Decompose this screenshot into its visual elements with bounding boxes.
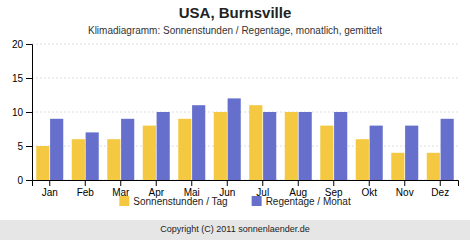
grid-line [32, 112, 458, 113]
annotation-strip [0, 220, 470, 240]
x-tick-mark [298, 180, 299, 186]
bar [285, 112, 298, 180]
y-tick: 15 [12, 73, 32, 84]
x-tick-mark [440, 180, 441, 186]
y-tick-mark [26, 78, 32, 79]
bar [441, 119, 454, 180]
y-tick-label: 0 [17, 175, 23, 186]
bars [36, 98, 454, 180]
bar [334, 112, 347, 180]
bar [143, 126, 156, 180]
x-tick-label: Dez [431, 187, 449, 198]
bar [36, 146, 49, 180]
legend-swatch [252, 196, 262, 206]
y-tick-label: 5 [17, 141, 23, 152]
y-tick-mark [26, 146, 32, 147]
grid-line [32, 44, 458, 45]
bar [249, 105, 262, 180]
y-axis: 0 5 10 15 20 [12, 39, 33, 186]
bar-series [50, 98, 454, 180]
x-tick: Feb [77, 180, 95, 198]
subtitle: Klimadiagramm: Sonnenstunden / Regentage… [88, 25, 382, 36]
bar [370, 126, 383, 180]
bar [72, 139, 85, 180]
x-tick-mark [333, 180, 334, 186]
x-tick-mark [49, 180, 50, 186]
bar [263, 112, 276, 180]
chart-svg: USA, Burnsville Klimadiagramm: Sonnenstun… [0, 0, 470, 240]
legend-label: Regentage / Monat [266, 196, 351, 207]
chart-container: USA, Burnsville Klimadiagramm: Sonnenstun… [0, 0, 470, 240]
bar [356, 139, 369, 180]
bar [192, 105, 205, 180]
x-tick-label: Okt [361, 187, 377, 198]
x-tick: Mar [112, 180, 130, 198]
y-tick: 20 [12, 39, 32, 50]
grid-line [32, 78, 458, 79]
x-tick-label: Nov [396, 187, 414, 198]
bar [427, 153, 440, 180]
bar [299, 112, 312, 180]
bar [50, 119, 63, 180]
x-tick: Jan [42, 180, 58, 198]
x-tick-label: Jan [42, 187, 58, 198]
bar [86, 132, 99, 180]
legend: Sonnenstunden / Tag Regentage / Monat [119, 196, 351, 207]
y-tick-label: 15 [12, 73, 24, 84]
y-tick-mark [26, 180, 32, 181]
bar [405, 126, 418, 180]
x-tick-mark [369, 180, 370, 186]
x-tick-label: Feb [77, 187, 95, 198]
y-tick-mark [26, 112, 32, 113]
legend-swatch [119, 196, 129, 206]
bar [121, 119, 134, 180]
bar [391, 153, 404, 180]
x-tick: Dez [431, 180, 449, 198]
legend-label: Sonnenstunden / Tag [133, 196, 227, 207]
y-tick: 10 [12, 107, 32, 118]
x-tick-mark [156, 180, 157, 186]
x-axis-line [33, 181, 459, 187]
bar [214, 112, 227, 180]
x-tick-mark [191, 180, 192, 186]
y-tick-mark [26, 44, 32, 45]
y-tick: 0 [17, 175, 32, 186]
grid [32, 44, 458, 180]
x-tick-mark [227, 180, 228, 186]
x-tick: Nov [396, 180, 414, 198]
legend-item: Sonnenstunden / Tag [119, 196, 227, 207]
bar [228, 98, 241, 180]
bar [320, 126, 333, 180]
y-axis-line [26, 45, 33, 181]
x-tick-mark [85, 180, 86, 186]
title: USA, Burnsville [179, 4, 292, 21]
annotation: Copyright (C) 2011 sonnenlaender.de [160, 224, 309, 234]
y-tick: 5 [17, 141, 32, 152]
y-tick-label: 10 [12, 107, 24, 118]
bar [178, 119, 191, 180]
bar [157, 112, 170, 180]
x-tick-mark [262, 180, 263, 186]
x-axis: JanFebMarAprMaiJunJulAugSepOktNovDez [33, 180, 459, 198]
x-tick-mark [120, 180, 121, 186]
bar [107, 139, 120, 180]
legend-item: Regentage / Monat [252, 196, 351, 207]
x-tick: Okt [361, 180, 377, 198]
x-tick-mark [404, 180, 405, 186]
y-tick-label: 20 [12, 39, 24, 50]
